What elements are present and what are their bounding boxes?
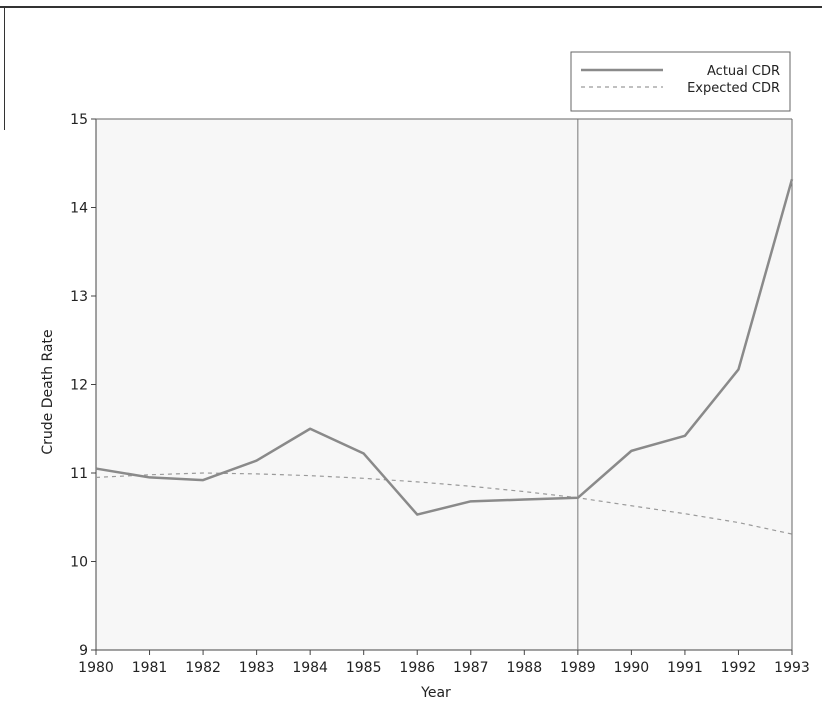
x-tick-label: 1980 [78,660,114,676]
y-tick-label: 15 [70,112,88,128]
x-tick-label: 1992 [721,660,757,676]
x-tick-label: 1983 [239,660,275,676]
legend-label-actual-cdr: Actual CDR [707,64,780,79]
y-tick-label: 13 [70,289,88,305]
y-tick-label: 14 [70,201,88,217]
x-tick-label: 1993 [774,660,810,676]
x-tick-label: 1984 [292,660,328,676]
y-axis-title: Crude Death Rate [40,329,56,454]
x-tick-label: 1985 [346,660,382,676]
y-tick-label: 11 [70,466,88,482]
x-tick-label: 1981 [132,660,168,676]
x-tick-label: 1990 [614,660,650,676]
x-tick-label: 1987 [453,660,489,676]
x-tick-label: 1988 [506,660,542,676]
x-tick-label: 1991 [667,660,703,676]
y-tick-label: 9 [79,643,88,659]
x-tick-label: 1982 [185,660,221,676]
plot-area [96,119,792,650]
x-tick-label: 1986 [399,660,435,676]
x-axis-title: Year [420,685,451,701]
legend-label-expected-cdr: Expected CDR [687,81,780,96]
y-tick-label: 12 [70,378,88,394]
x-tick-label: 1989 [560,660,596,676]
y-tick-label: 10 [70,555,88,571]
